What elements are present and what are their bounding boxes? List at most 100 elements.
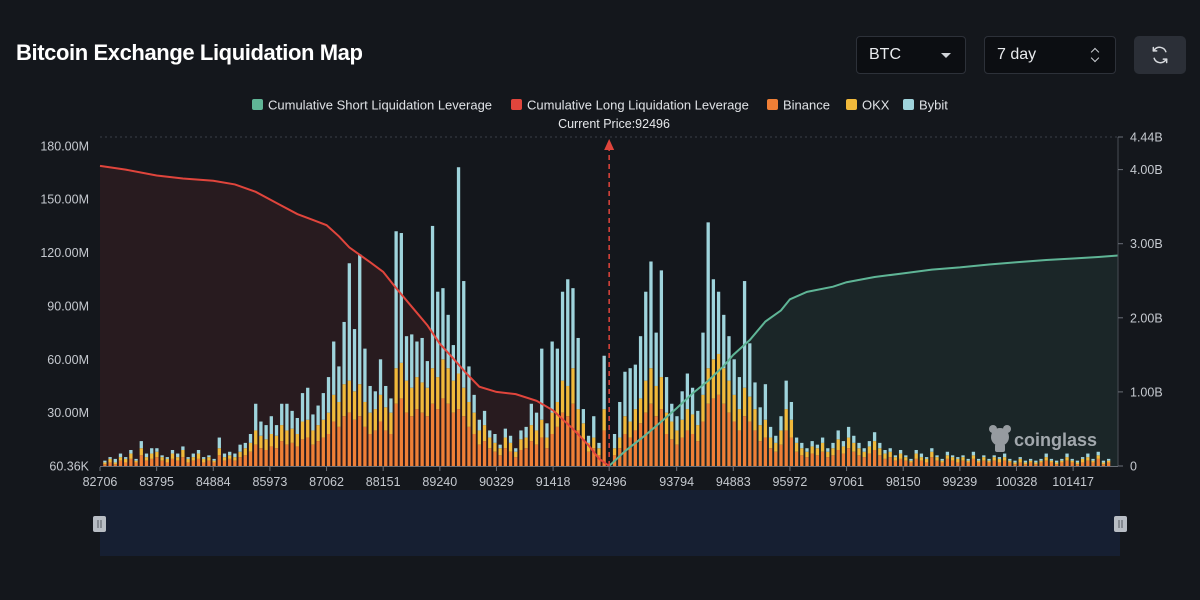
bar-okx (103, 462, 107, 465)
bar-binance (1065, 460, 1069, 466)
bar-bybit (675, 416, 679, 431)
bar-stack (935, 455, 939, 466)
bar-binance (618, 448, 622, 466)
bar-binance (696, 441, 700, 466)
bar-binance (524, 448, 528, 466)
bar-bybit (228, 451, 232, 456)
range-select[interactable]: 7 day (984, 36, 1116, 74)
bar-bybit (493, 433, 497, 443)
bar-bybit (742, 281, 747, 388)
bar-bybit (685, 373, 690, 410)
bar-okx (508, 442, 513, 452)
refresh-button[interactable] (1134, 36, 1186, 74)
bar-binance (935, 460, 939, 466)
bar-binance (888, 457, 892, 466)
bar-stack (576, 337, 580, 466)
bar-okx (446, 368, 450, 404)
bar-okx (467, 401, 471, 427)
bar-bybit (805, 448, 809, 452)
bar-bybit (139, 441, 143, 449)
bar-stack (420, 337, 424, 466)
bar-bybit (472, 394, 476, 413)
bar-bybit (706, 222, 710, 369)
bar-stack (945, 451, 950, 466)
bar-binance (628, 437, 632, 466)
bar-binance (337, 426, 341, 466)
bar-stack (805, 448, 809, 466)
bar-okx (909, 460, 913, 463)
bar-okx (566, 385, 570, 417)
bar-binance (701, 421, 705, 466)
bar-stack (862, 448, 866, 466)
bar-bybit (295, 417, 299, 434)
bar-binance (342, 416, 346, 466)
bar-bybit (415, 341, 419, 378)
bar-okx (982, 457, 986, 461)
bar-okx (685, 409, 690, 431)
bar-binance (306, 437, 310, 466)
bar-binance (285, 444, 289, 466)
bar-binance (841, 453, 846, 466)
bar-bybit (451, 345, 455, 381)
bar-binance (186, 462, 190, 466)
bar-binance (467, 426, 471, 466)
bar-binance (368, 433, 372, 466)
bar-okx (300, 421, 305, 440)
bar-stack (592, 416, 596, 466)
bar-binance (992, 460, 996, 466)
coin-select[interactable]: BTC (856, 36, 966, 74)
bar-okx (342, 384, 346, 417)
bar-okx (789, 419, 794, 438)
bar-stack (685, 373, 690, 466)
bar-bybit (898, 449, 903, 454)
bar-bybit (644, 291, 648, 381)
bar-binance (675, 444, 679, 466)
bar-bybit (155, 448, 159, 452)
bar-bybit (176, 453, 180, 458)
bar-binance (384, 430, 388, 466)
bar-binance (774, 451, 778, 466)
slider-handle-left[interactable] (93, 516, 106, 532)
bar-stack (196, 449, 201, 466)
bar-bybit (358, 254, 362, 385)
bar-okx (165, 458, 169, 463)
bar-okx (181, 449, 185, 458)
bar-bybit (774, 435, 778, 443)
bar-stack (233, 453, 237, 466)
bar-stack (1034, 460, 1038, 466)
bar-bybit (529, 403, 533, 426)
bar-bybit (1101, 460, 1106, 463)
bar-binance (212, 462, 216, 466)
bar-okx (1023, 462, 1028, 465)
bar-binance (1070, 462, 1074, 466)
bar-stack (498, 444, 502, 466)
bar-bybit (945, 451, 950, 456)
bar-okx (139, 448, 143, 456)
bar-binance (118, 460, 123, 466)
bar-bybit (186, 457, 190, 459)
slider-handle-right[interactable] (1114, 516, 1127, 532)
bar-stack (191, 453, 195, 466)
bar-bybit (368, 385, 372, 413)
bar-binance (904, 460, 908, 466)
bar-binance (862, 457, 866, 466)
bar-bybit (997, 457, 1002, 459)
bar-bybit (820, 437, 825, 443)
bar-stack (976, 458, 981, 466)
bar-binance (878, 455, 882, 466)
bar-okx (550, 412, 554, 434)
bar-bybit (800, 442, 804, 449)
bar-okx (618, 437, 622, 449)
bar-bybit (488, 430, 492, 438)
bar-stack (446, 314, 450, 466)
bar-okx (1039, 460, 1043, 463)
bar-okx (872, 441, 877, 450)
bar-okx (774, 442, 778, 452)
bar-stack (888, 448, 892, 466)
bar-bybit (592, 416, 596, 438)
bar-binance (1044, 460, 1048, 466)
bar-bybit (1070, 458, 1074, 461)
bar-stack (706, 222, 710, 466)
bar-okx (633, 409, 638, 431)
bar-stack (524, 426, 528, 466)
